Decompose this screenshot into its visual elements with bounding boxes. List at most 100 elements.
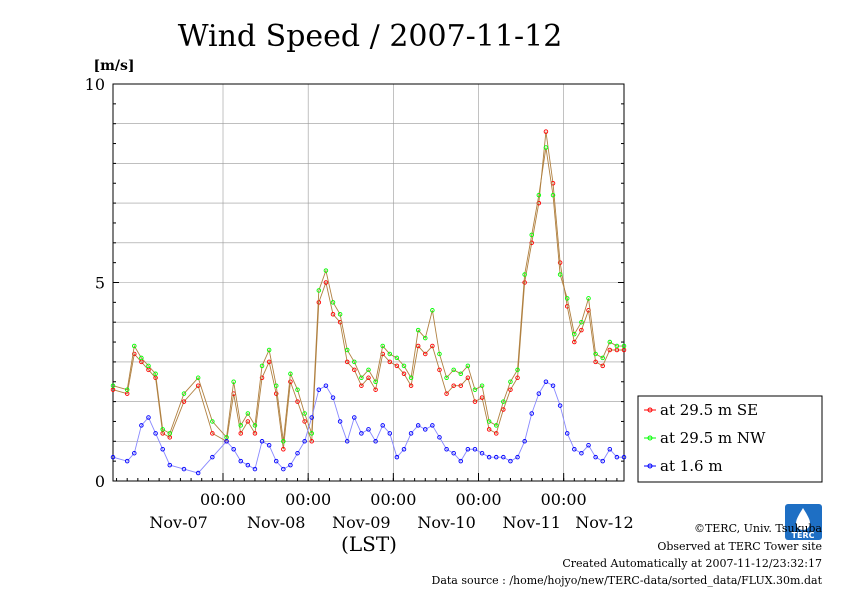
data-point: [522, 280, 527, 285]
data-point: [323, 268, 329, 273]
data-point: [373, 439, 378, 444]
data-point: [146, 415, 151, 420]
data-point: [423, 351, 428, 357]
data-point: [564, 431, 570, 436]
data-point: [366, 367, 371, 373]
data-point: [359, 431, 364, 436]
data-point: [557, 260, 563, 265]
data-point: [195, 375, 201, 381]
data-point: [302, 411, 307, 416]
data-point: [281, 446, 286, 452]
data-point: [302, 419, 307, 424]
data-point: [352, 367, 357, 373]
data-point: [330, 312, 336, 317]
data-point: [110, 454, 116, 460]
data-point: [572, 331, 577, 337]
data-point: [359, 383, 364, 388]
data-point: [472, 446, 478, 452]
y-axis-label: [m/s]: [93, 58, 134, 74]
data-point: [423, 335, 428, 341]
water-drop-icon: [796, 508, 810, 530]
data-point: [614, 454, 620, 460]
data-point: [238, 431, 243, 436]
data-point: [437, 351, 442, 357]
x-tick-time-label: 00:00: [200, 490, 246, 509]
data-point: [586, 443, 591, 448]
data-point: [224, 439, 229, 444]
data-point: [430, 343, 435, 349]
x-tick-date-label: Nov-10: [417, 513, 475, 532]
data-point: [181, 466, 187, 472]
data-point: [529, 411, 534, 416]
data-point: [451, 450, 456, 456]
x-tick-date-label: Nov-12: [575, 513, 633, 532]
data-point: [564, 296, 570, 301]
data-point: [472, 387, 478, 392]
x-tick-date-label: Nov-09: [332, 513, 390, 532]
data-point: [522, 439, 527, 444]
data-point: [401, 371, 407, 377]
data-point: [238, 423, 243, 428]
data-point: [330, 300, 336, 305]
data-point: [515, 454, 520, 460]
data-point: [288, 462, 293, 468]
data-point: [458, 371, 464, 377]
data-point: [614, 343, 620, 349]
data-point: [330, 395, 336, 400]
data-point: [550, 383, 556, 388]
footer-source: Data source : /home/hojyo/new/TERC-data/…: [432, 574, 823, 587]
data-point: [486, 427, 492, 432]
x-axis-label: (LST): [341, 532, 397, 556]
data-point: [515, 375, 520, 381]
series-line: [112, 131, 624, 450]
data-point: [394, 355, 400, 361]
data-point: [281, 439, 286, 444]
data-point: [522, 272, 527, 277]
data-point: [529, 232, 534, 238]
data-point: [316, 387, 322, 392]
data-point: [465, 363, 471, 369]
data-point: [337, 312, 343, 317]
data-point: [508, 379, 513, 385]
data-point: [543, 145, 549, 150]
data-point: [536, 391, 542, 396]
data-point: [579, 450, 584, 456]
data-point: [139, 355, 144, 361]
data-point: [259, 363, 265, 369]
data-point: [607, 347, 613, 353]
data-point: [479, 450, 485, 456]
data-point: [273, 458, 279, 464]
data-point: [607, 446, 613, 452]
x-axis-ticks: 00:00 00:00 00:00 00:00 00:00 Nov-07 Nov-08 Nov…: [116, 473, 634, 532]
data-point: [494, 431, 499, 436]
data-point: [153, 431, 158, 436]
data-point: [309, 415, 314, 420]
data-point: [479, 395, 485, 400]
x-tick-date-label: Nov-07: [149, 513, 207, 532]
y-tick-label: 10: [85, 75, 105, 94]
footer-site: Observed at TERC Tower site: [657, 540, 822, 553]
data-point: [259, 439, 265, 444]
data-point: [415, 423, 421, 428]
data-point: [387, 351, 393, 357]
data-point: [210, 431, 215, 436]
data-point: [572, 446, 577, 452]
data-point: [387, 431, 393, 436]
data-point: [380, 343, 385, 349]
data-point: [593, 351, 598, 357]
data-point: [557, 272, 563, 277]
data-point: [557, 403, 563, 408]
data-point: [401, 363, 407, 369]
data-point: [295, 450, 300, 456]
data-point: [444, 375, 449, 381]
data-point: [181, 391, 187, 396]
data-point: [408, 383, 414, 388]
data-point: [494, 423, 499, 428]
terc-logo: TERC: [785, 504, 822, 540]
data-point: [231, 446, 236, 452]
x-tick-time-label: 00:00: [455, 490, 501, 509]
data-point: [486, 419, 492, 424]
footer-created: Created Automatically at 2007-11-12/23:3…: [562, 557, 822, 570]
data-point: [167, 462, 173, 468]
data-point: [430, 308, 435, 313]
